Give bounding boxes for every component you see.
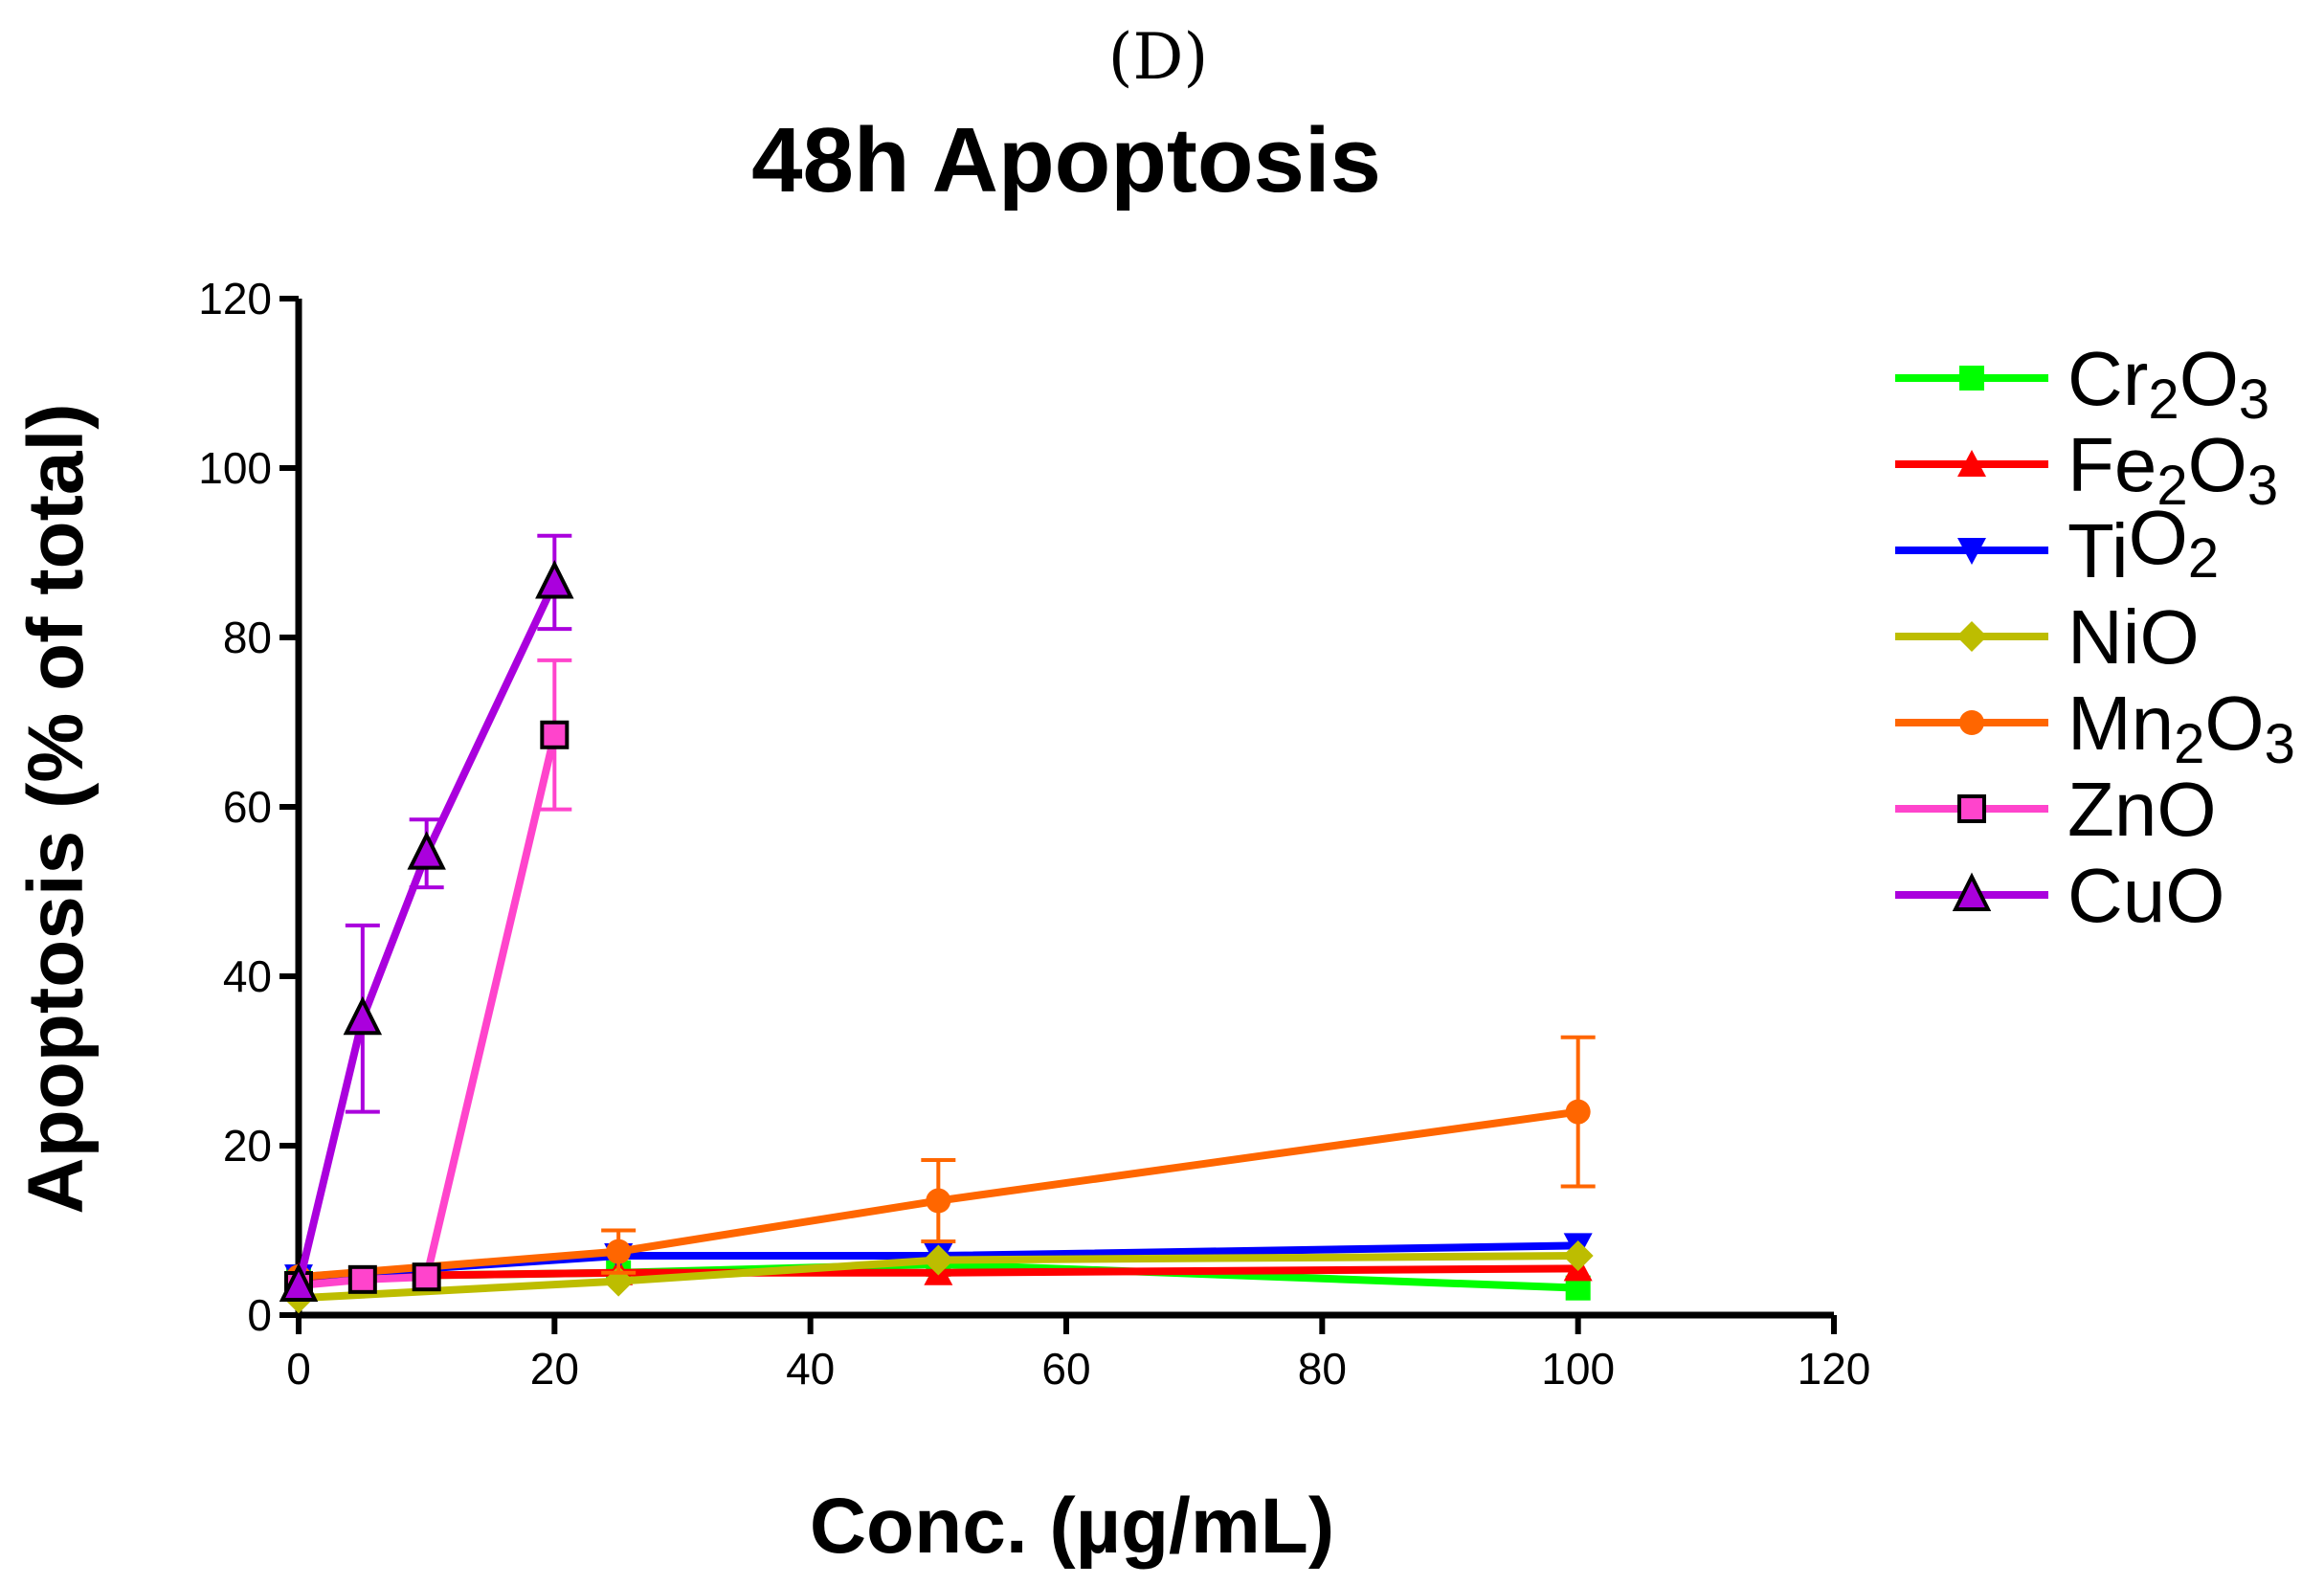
legend-entry-fe2o3: Fe2O3 xyxy=(1895,422,2278,517)
legend-entry-mn2o3: Mn2O3 xyxy=(1895,681,2295,775)
legend-marker-mn2o3 xyxy=(1959,710,1984,735)
legend-marker-fe2o3 xyxy=(1957,450,1986,477)
x-tick-label: 20 xyxy=(530,1344,579,1394)
series-zno xyxy=(284,658,572,1301)
x-axis-title: Conc. (µg/mL) xyxy=(810,1483,1334,1570)
y-tick-label: 40 xyxy=(223,951,272,1001)
legend-marker-nio xyxy=(1956,621,1987,652)
series-line-zno xyxy=(298,733,559,1290)
legend-label-mn2o3: Mn2O3 xyxy=(2067,681,2295,775)
series-layer xyxy=(279,533,1596,1314)
x-tick-label: 60 xyxy=(1041,1344,1090,1394)
legend-label-fe2o3: Fe2O3 xyxy=(2067,422,2278,517)
data-point-zno xyxy=(412,1262,441,1292)
legend-label-tio2: TiO2 xyxy=(2067,495,2219,593)
data-point-zno xyxy=(347,1264,377,1294)
x-tick-label: 100 xyxy=(1541,1344,1615,1394)
y-tick-label: 80 xyxy=(223,613,272,662)
legend-entry-tio2: TiO2 xyxy=(1895,495,2219,593)
legend-marker-cuo xyxy=(1952,872,1992,911)
legend-entry-zno: ZnO xyxy=(1895,767,2217,852)
x-tick-label: 120 xyxy=(1798,1344,1871,1394)
data-point-nio xyxy=(1562,1240,1594,1272)
series-line-nio xyxy=(298,1252,1578,1303)
legend-marker-zno xyxy=(1957,794,1986,823)
legend-marker-tio2 xyxy=(1957,538,1986,565)
data-point-cuo xyxy=(343,995,383,1036)
y-axis-title: Apoptosis (% of total) xyxy=(12,403,100,1214)
chart-title: 48h Apoptosis xyxy=(751,109,1381,212)
data-point-nio xyxy=(923,1244,954,1276)
legend-entry-nio: NiO xyxy=(1895,594,2200,680)
axes: 0 20 40 60 80 100 120 0 20 40 60 80 100 120 xyxy=(198,274,1870,1394)
data-point-cuo xyxy=(535,560,574,599)
y-tick-label: 60 xyxy=(223,782,272,832)
legend-marker-cr2o3 xyxy=(1959,366,1984,391)
series-line-cuo xyxy=(295,580,558,1286)
panel-label: (D) xyxy=(1108,20,1208,94)
legend-label-nio: NiO xyxy=(2067,594,2200,680)
x-tick-label: 40 xyxy=(786,1344,835,1394)
y-tick-label: 0 xyxy=(247,1290,272,1340)
data-point-cuo xyxy=(279,1262,319,1303)
legend-label-cuo: CuO xyxy=(2067,853,2225,938)
x-tick-label: 0 xyxy=(286,1344,311,1394)
series-line-mn2o3 xyxy=(298,1107,1579,1282)
legend-entry-cuo: CuO xyxy=(1895,853,2225,938)
series-mn2o3 xyxy=(286,1035,1596,1290)
data-point-zno xyxy=(540,720,570,749)
y-axis-title-group: Apoptosis (% of total) xyxy=(12,403,100,1214)
y-tick-label: 120 xyxy=(198,274,272,324)
legend-label-cr2o3: Cr2O3 xyxy=(2067,336,2269,431)
legend-entry-cr2o3: Cr2O3 xyxy=(1895,336,2269,431)
x-tick-label: 80 xyxy=(1298,1344,1347,1394)
data-point-cuo xyxy=(407,831,446,870)
y-tick-label: 100 xyxy=(198,443,272,493)
data-point-mn2o3 xyxy=(1565,1099,1591,1125)
y-tick-label: 20 xyxy=(223,1121,272,1171)
legend-label-zno: ZnO xyxy=(2067,767,2217,852)
data-point-mn2o3 xyxy=(926,1188,951,1214)
series-cuo xyxy=(279,533,574,1303)
data-point-mn2o3 xyxy=(606,1239,632,1264)
